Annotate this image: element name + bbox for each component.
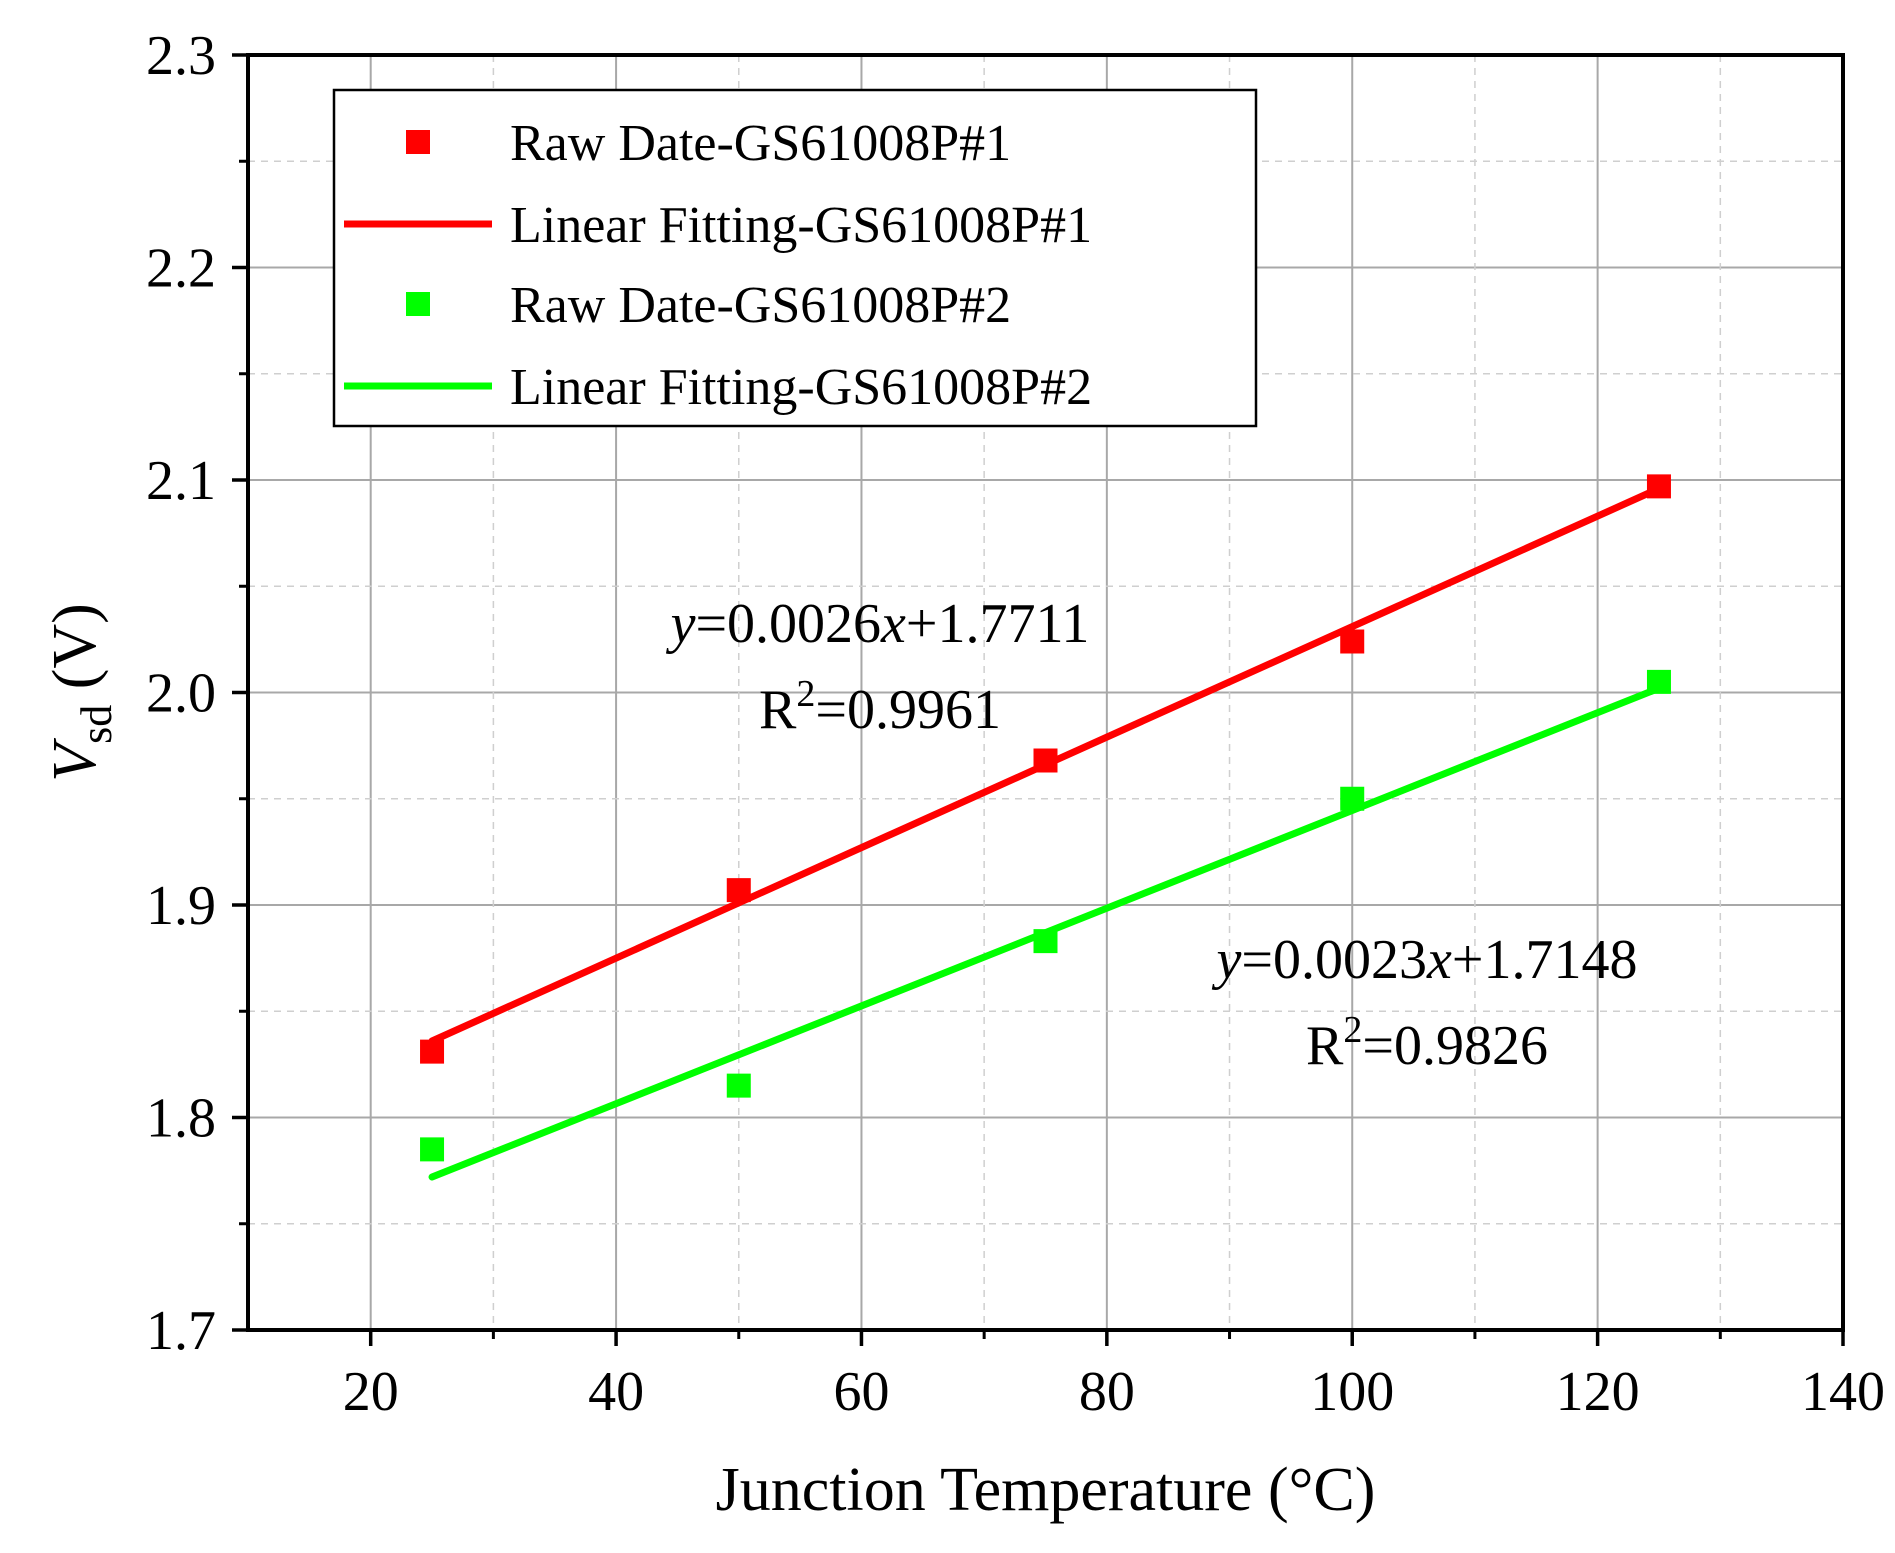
data-point — [420, 1137, 445, 1162]
fit-r2-1: R2=0.9961 — [759, 673, 1001, 741]
x-tick-label: 60 — [833, 1361, 889, 1423]
y-tick-label: 2.1 — [146, 450, 216, 512]
legend-label: Raw Date-GS61008P#2 — [510, 277, 1011, 334]
x-axis-title: Junction Temperature (°C) — [716, 1456, 1376, 1524]
y-tick-label: 2.3 — [146, 25, 216, 87]
legend-label: Raw Date-GS61008P#1 — [510, 115, 1011, 172]
legend-label: Linear Fitting-GS61008P#1 — [510, 197, 1092, 254]
data-point — [726, 1073, 751, 1098]
x-tick-label: 80 — [1079, 1361, 1135, 1423]
x-tick-label: 40 — [588, 1361, 644, 1423]
data-point — [1340, 629, 1365, 654]
x-tick-label: 20 — [343, 1361, 399, 1423]
fit-r2-1-sup: 2 — [796, 673, 815, 715]
data-point — [1646, 474, 1671, 499]
data-point — [1340, 786, 1365, 811]
data-point — [726, 878, 751, 903]
data-point — [420, 1039, 445, 1064]
x-tick-label: 100 — [1310, 1361, 1394, 1423]
legend-marker-swatch — [406, 292, 430, 316]
legend-marker-swatch — [406, 130, 430, 154]
fit-equation-2-intercept: +1.7148 — [1452, 929, 1638, 991]
legend-box — [332, 88, 1258, 428]
fit-r2-1-value: =0.9961 — [815, 679, 1001, 741]
y-axis-unit: (V) — [41, 603, 109, 705]
fit-equation-1: y=0.0026x+1.7711 — [666, 593, 1090, 655]
data-markers — [420, 474, 1671, 1162]
data-point — [1033, 748, 1058, 773]
fit-r2-2-label: R — [1306, 1015, 1344, 1077]
legend-label: Linear Fitting-GS61008P#2 — [510, 359, 1092, 416]
fit-equation-1-slope: =0.0026 — [695, 593, 881, 655]
fit-equation-1-intercept: +1.7711 — [906, 593, 1090, 655]
y-tick-label: 1.8 — [146, 1088, 216, 1150]
fit-equation-2: y=0.0023x+1.7148 — [1212, 929, 1638, 991]
axis-ticks — [232, 53, 1845, 1346]
x-tick-label: 120 — [1556, 1361, 1640, 1423]
y-axis-title: Vsd (V) — [41, 603, 121, 782]
fit-r2-2-value: =0.9826 — [1362, 1015, 1548, 1077]
y-axis-var: V — [41, 738, 109, 782]
fit-equation-1-x: x — [880, 593, 906, 655]
y-axis-sub: sd — [72, 705, 121, 744]
fit-equation-2-x: x — [1426, 929, 1452, 991]
fit-r2-2: R2=0.9826 — [1306, 1009, 1548, 1077]
fit-r2-2-sup: 2 — [1343, 1009, 1362, 1051]
y-tick-label: 1.7 — [146, 1300, 216, 1362]
x-tick-labels: 20 40 60 80 100 120 140 — [343, 1361, 1885, 1423]
y-tick-label: 2.2 — [146, 238, 216, 300]
fit-equation-1-y: y — [666, 593, 696, 655]
data-point — [1646, 669, 1671, 694]
y-tick-label: 1.9 — [146, 875, 216, 937]
fit-equation-2-y: y — [1212, 929, 1242, 991]
data-point — [1033, 929, 1058, 954]
y-tick-labels: 1.7 1.8 1.9 2.0 2.1 2.2 2.3 — [146, 25, 216, 1362]
fit-r2-1-label: R — [759, 679, 797, 741]
legend: Raw Date-GS61008P#1 Linear Fitting-GS6100… — [332, 88, 1258, 428]
x-tick-label: 140 — [1801, 1361, 1885, 1423]
y-tick-label: 2.0 — [146, 663, 216, 725]
fit-equation-2-slope: =0.0023 — [1241, 929, 1427, 991]
